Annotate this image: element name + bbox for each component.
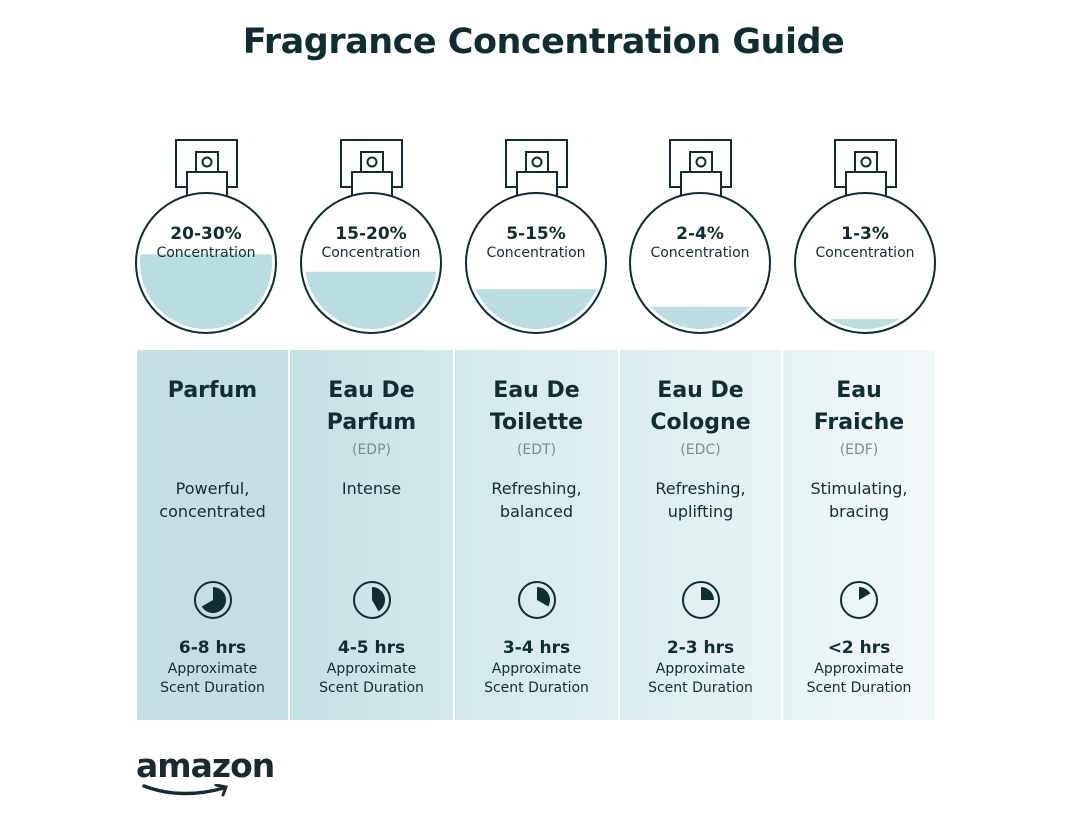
type-abbreviation: (EDF): [839, 442, 879, 458]
concentration-value: 15-20%: [335, 224, 407, 244]
description-line1: Powerful,: [175, 479, 250, 498]
type-name-line2: Toilette: [489, 410, 584, 435]
smile-arrow-icon: [142, 783, 229, 797]
concentration-label: Concentration: [156, 245, 256, 261]
clock-icon: [681, 581, 720, 619]
duration-label-line2: Scent Duration: [648, 680, 753, 696]
concentration-value: 1-3%: [841, 224, 889, 244]
duration-value: 3-4 hrs: [502, 638, 571, 658]
clock-icon: [193, 581, 232, 619]
concentration-value: 5-15%: [506, 224, 566, 244]
duration-label-line1: Approximate: [167, 661, 258, 677]
bottle-icon: [465, 139, 607, 334]
bottle-icon: [794, 139, 936, 334]
type-name-line1: Parfum: [167, 378, 258, 403]
bottle-icon: [300, 139, 442, 334]
type-name-line2: Cologne: [650, 410, 751, 435]
perfume-bottle: 5-15% Concentration: [461, 138, 611, 338]
type-name-line1: Eau De: [328, 378, 415, 403]
fragrance-column: Eau Fraiche (EDF) Stimulating, bracing <2 …: [783, 350, 935, 720]
description-line2: balanced: [499, 502, 574, 521]
perfume-bottle: 15-20% Concentration: [296, 138, 446, 338]
type-abbreviation: (EDT): [516, 442, 557, 458]
perfume-bottle: 2-4% Concentration: [625, 138, 775, 338]
perfume-bottle: 20-30% Concentration: [131, 138, 281, 338]
fragrance-column: Parfum Powerful, concentrated 6-8 hrs App…: [137, 350, 288, 720]
clock-fill: [859, 587, 871, 600]
concentration-label: Concentration: [815, 245, 915, 261]
fragrance-column: Eau De Parfum (EDP) Intense 4-5 hrs Appro…: [290, 350, 453, 720]
type-name-line2: Parfum: [326, 410, 417, 435]
concentration-value: 2-4%: [676, 224, 724, 244]
description-line1: Refreshing,: [655, 479, 746, 498]
description-line2: concentrated: [159, 502, 266, 521]
duration-label-line1: Approximate: [326, 661, 417, 677]
clock-icon: [517, 581, 556, 619]
liquid-level: [140, 254, 272, 329]
description-line2: uplifting: [667, 502, 734, 521]
duration-label-line1: Approximate: [655, 661, 746, 677]
type-name-line2: Fraiche: [813, 410, 905, 435]
duration-label-line2: Scent Duration: [806, 680, 912, 696]
type-abbreviation: (EDP): [352, 442, 391, 458]
concentration-label: Concentration: [650, 245, 750, 261]
concentration-label: Concentration: [321, 245, 421, 261]
duration-value: 6-8 hrs: [178, 638, 247, 658]
page-title: Fragrance Concentration Guide: [242, 22, 845, 62]
description-line1: Refreshing,: [491, 479, 582, 498]
duration-label-line2: Scent Duration: [319, 680, 424, 696]
type-name-line1: Eau De: [657, 378, 744, 403]
duration-label-line2: Scent Duration: [484, 680, 589, 696]
description-line1: Stimulating,: [810, 479, 908, 498]
concentration-value: 20-30%: [170, 224, 242, 244]
perfume-bottle: 1-3% Concentration: [790, 138, 940, 338]
duration-value: <2 hrs: [827, 638, 891, 658]
type-name-line1: Eau De: [493, 378, 580, 403]
type-name-line1: Eau: [836, 378, 882, 403]
liquid-level: [799, 319, 931, 329]
clock-fill: [371, 587, 385, 612]
logo-text: amazon: [136, 746, 275, 785]
bottle-icon: [135, 139, 277, 334]
description-line1: Intense: [341, 479, 402, 498]
duration-value: 4-5 hrs: [337, 638, 406, 658]
concentration-label: Concentration: [486, 245, 586, 261]
duration-value: 2-3 hrs: [666, 638, 735, 658]
duration-label-line1: Approximate: [814, 661, 904, 677]
clock-fill: [201, 587, 226, 613]
fragrance-column: Eau De Cologne (EDC) Refreshing, uplifting…: [620, 350, 781, 720]
amazon-logo: amazon: [136, 746, 275, 804]
duration-label-line2: Scent Duration: [160, 680, 265, 696]
clock-fill: [700, 587, 714, 600]
duration-label-line1: Approximate: [491, 661, 582, 677]
description-line2: bracing: [828, 502, 890, 521]
clock-icon: [840, 581, 878, 619]
fragrance-column: Eau De Toilette (EDT) Refreshing, balanced…: [455, 350, 618, 720]
bottle-icon: [629, 139, 771, 334]
clock-fill: [536, 587, 550, 607]
type-abbreviation: (EDC): [680, 442, 721, 458]
clock-icon: [352, 581, 391, 619]
